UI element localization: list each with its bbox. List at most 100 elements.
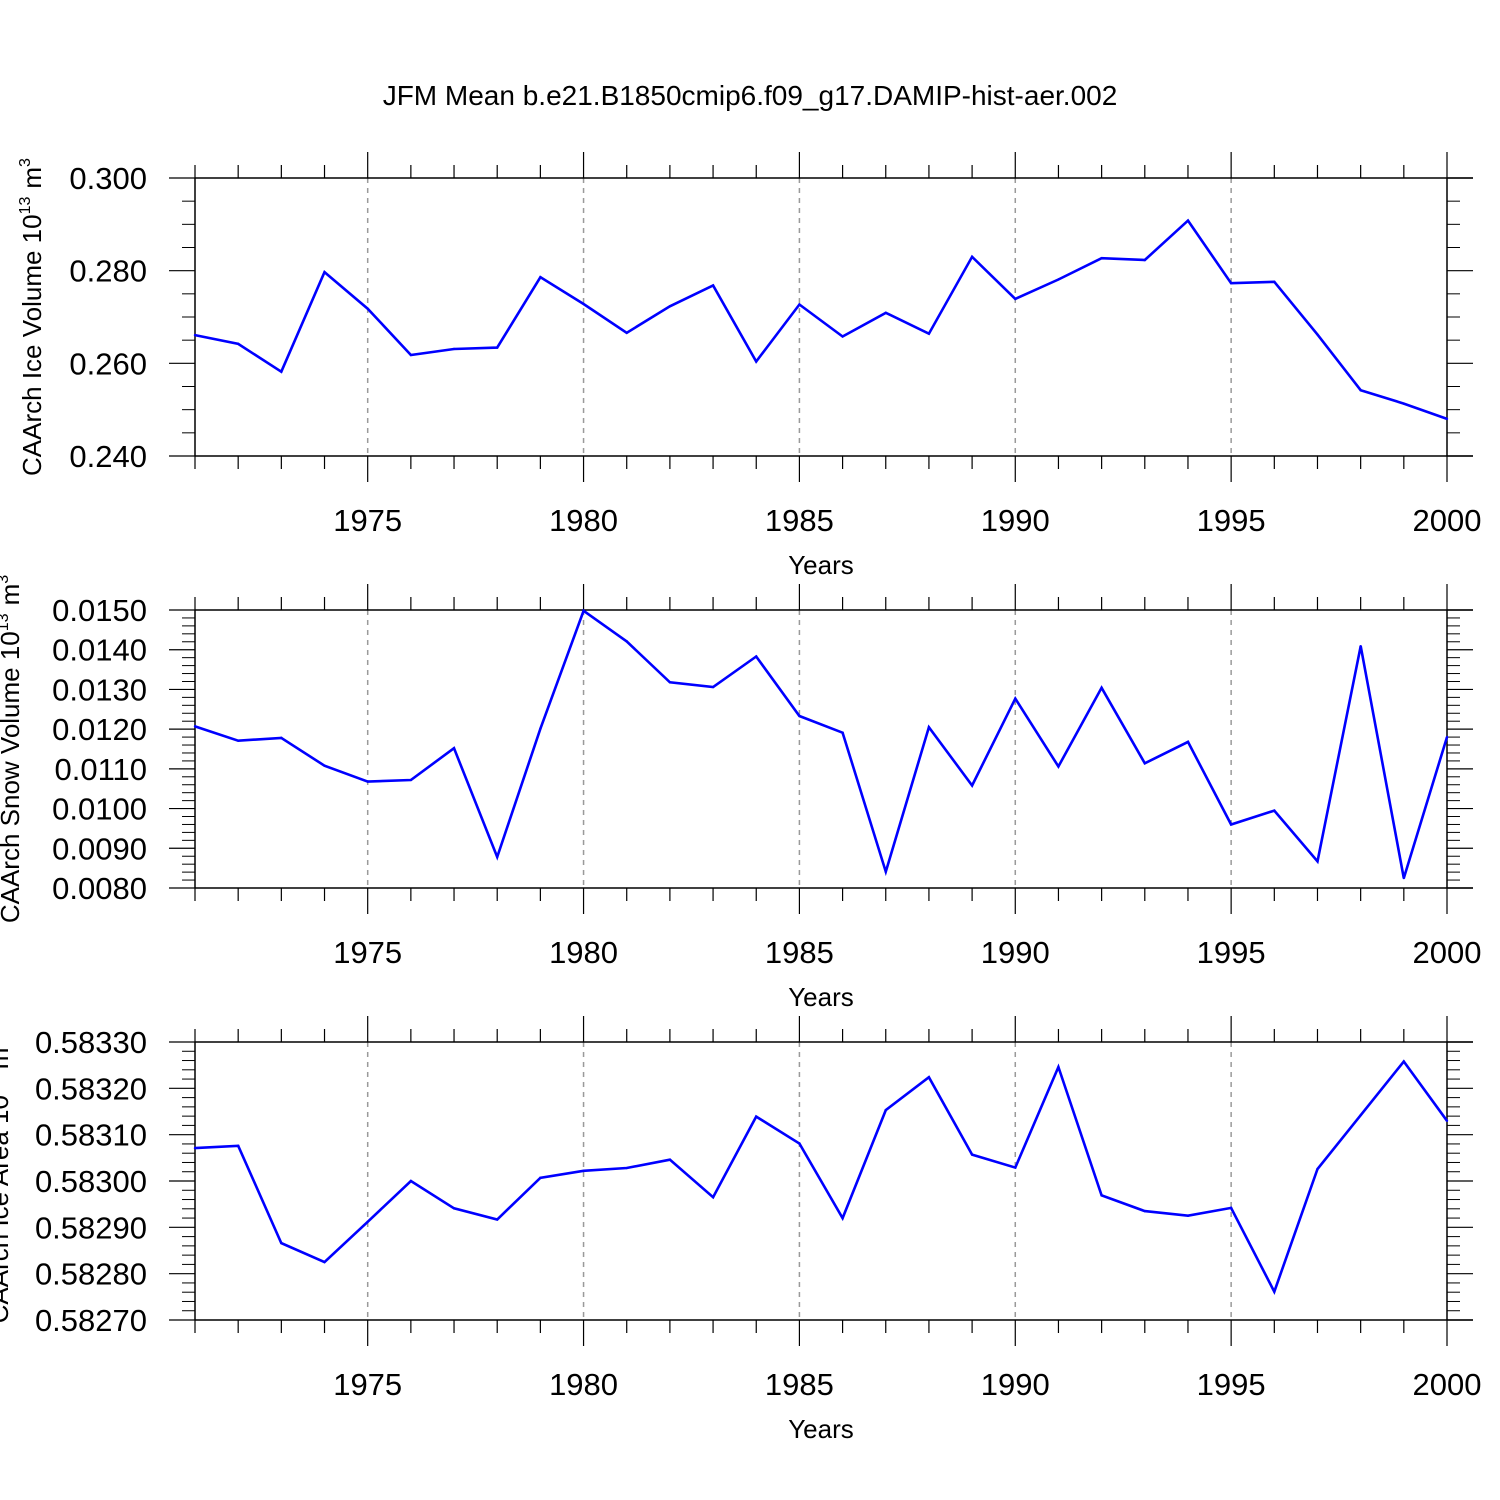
y-tick-label: 0.0090 bbox=[52, 831, 147, 866]
data-point bbox=[884, 311, 887, 315]
x-tick-label: 1985 bbox=[765, 503, 834, 538]
data-point bbox=[582, 609, 585, 612]
data-point bbox=[1057, 278, 1060, 281]
data-point bbox=[452, 1207, 456, 1210]
data-point bbox=[582, 302, 585, 306]
data-point bbox=[970, 784, 974, 787]
data-point bbox=[798, 714, 801, 718]
data-point bbox=[884, 870, 887, 873]
data-point bbox=[1402, 402, 1406, 405]
x-tick-label: 1980 bbox=[549, 1367, 618, 1402]
data-point bbox=[409, 353, 413, 357]
x-tick-label: 1990 bbox=[981, 503, 1050, 538]
data-point bbox=[1273, 1290, 1276, 1293]
y-axis-label-unit-exponent: 2 bbox=[0, 1039, 1, 1048]
y-axis-label: CAArch Snow Volume 1013 m3 bbox=[0, 575, 25, 923]
data-point bbox=[1229, 281, 1233, 285]
data-point bbox=[1100, 686, 1103, 690]
data-point bbox=[193, 725, 197, 728]
data-point bbox=[841, 731, 844, 734]
y-tick-label: 0.0120 bbox=[52, 712, 147, 747]
data-point bbox=[496, 346, 499, 349]
data-point bbox=[1143, 1209, 1146, 1213]
panel-snow-volume: 0.0080 0.0090 0.0100 0.0110 0.0120 0.0130 0.01… bbox=[0, 575, 1481, 1012]
y-tick-label: 0.0080 bbox=[52, 871, 147, 906]
data-point bbox=[1316, 333, 1319, 336]
x-tick-label: 1975 bbox=[333, 503, 402, 538]
x-tick-label: 1985 bbox=[765, 935, 834, 970]
data-point bbox=[193, 333, 197, 337]
data-point bbox=[452, 347, 456, 351]
data-point bbox=[1273, 280, 1276, 283]
y-tick-label: 0.0110 bbox=[54, 752, 147, 787]
data-point bbox=[1100, 256, 1103, 260]
panel-ice-area: 0.58270 0.58280 0.58290 0.58300 0.58310 0.583… bbox=[0, 1016, 1481, 1444]
x-tick-label: 1985 bbox=[765, 1367, 834, 1402]
data-point bbox=[711, 284, 715, 287]
data-point bbox=[798, 1142, 801, 1145]
data-point bbox=[841, 335, 844, 338]
y-axis-label-unit: m bbox=[0, 1048, 14, 1070]
data-point bbox=[1316, 860, 1319, 863]
data-point bbox=[366, 1220, 369, 1223]
x-axis-label: Years bbox=[788, 1414, 854, 1444]
data-point bbox=[366, 780, 369, 783]
data-point bbox=[323, 270, 326, 274]
data-point bbox=[323, 1260, 326, 1264]
data-point bbox=[755, 655, 758, 658]
data-point bbox=[668, 681, 672, 684]
data-point bbox=[1316, 1167, 1319, 1171]
data-point bbox=[496, 1218, 499, 1221]
y-tick-label: 0.0130 bbox=[52, 672, 147, 707]
figure-title: JFM Mean b.e21.B1850cmip6.f09_g17.DAMIP-… bbox=[383, 80, 1118, 111]
x-tick-label: 2000 bbox=[1413, 1367, 1482, 1402]
data-point bbox=[798, 303, 801, 306]
y-tick-label: 0.0150 bbox=[52, 593, 147, 628]
data-point bbox=[1359, 389, 1362, 392]
y-axis-label-exponent: 13 bbox=[0, 613, 12, 631]
data-point bbox=[970, 1153, 974, 1156]
y-axis-label-unit: m bbox=[17, 167, 47, 189]
x-tick-label: 1990 bbox=[981, 935, 1050, 970]
data-point bbox=[1359, 644, 1362, 648]
data-point bbox=[1229, 1206, 1233, 1210]
data-point bbox=[1402, 1060, 1406, 1063]
y-tick-label: 0.58280 bbox=[35, 1257, 147, 1292]
y-axis-label-exponent: 13 bbox=[17, 197, 34, 215]
x-tick-label: 1995 bbox=[1197, 1367, 1266, 1402]
data-point bbox=[582, 1169, 585, 1173]
data-point bbox=[539, 727, 542, 730]
data-point bbox=[1445, 417, 1449, 421]
data-point bbox=[409, 778, 413, 782]
data-point bbox=[1143, 258, 1146, 262]
y-tick-label: 0.240 bbox=[69, 439, 147, 474]
y-tick-label: 0.58320 bbox=[35, 1071, 147, 1106]
data-point bbox=[1057, 765, 1060, 768]
y-axis-label-unit: m bbox=[0, 584, 25, 606]
x-tick-label: 2000 bbox=[1413, 935, 1482, 970]
data-point bbox=[236, 739, 240, 742]
data-point bbox=[1186, 219, 1190, 222]
x-tick-label: 2000 bbox=[1413, 503, 1482, 538]
data-point bbox=[884, 1108, 887, 1112]
data-point bbox=[625, 331, 628, 334]
data-point bbox=[539, 275, 542, 279]
data-point bbox=[711, 1196, 715, 1199]
data-point bbox=[1445, 735, 1449, 739]
x-tick-label: 1995 bbox=[1197, 503, 1266, 538]
data-point bbox=[280, 370, 283, 373]
data-point bbox=[496, 855, 499, 859]
data-point bbox=[280, 736, 283, 740]
y-axis-label-unit-exponent: 3 bbox=[17, 158, 34, 167]
data-point bbox=[927, 332, 931, 335]
data-point bbox=[236, 342, 240, 346]
data-point bbox=[711, 685, 715, 689]
y-tick-label: 0.0140 bbox=[52, 633, 147, 668]
data-point bbox=[1445, 1119, 1449, 1122]
data-point bbox=[1100, 1194, 1103, 1197]
data-point bbox=[539, 1176, 542, 1179]
data-point bbox=[841, 1216, 844, 1220]
data-point bbox=[1186, 1214, 1190, 1217]
data-point bbox=[1229, 823, 1233, 826]
